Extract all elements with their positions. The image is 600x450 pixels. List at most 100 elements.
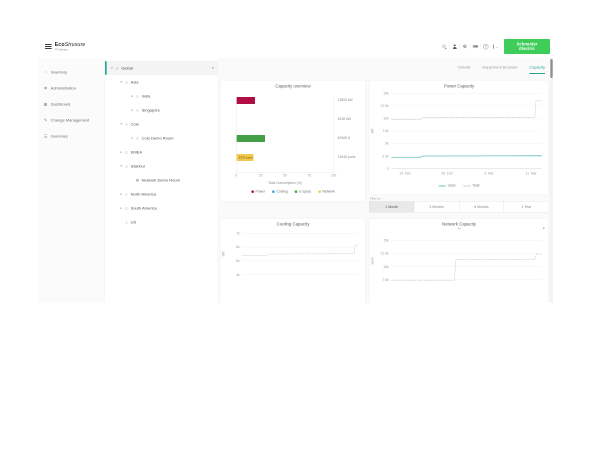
tree-item-label: US (130, 219, 137, 225)
tree-item-emea[interactable]: ▸ ⌂ EMEA (105, 145, 218, 159)
power-capacity-card: Power Capacity 15k 12.5k 10k 7.5k 5k 2.5k 0 19.… (368, 79, 549, 195)
svg-text:19. Feb: 19. Feb (399, 172, 410, 176)
svg-text:12.5k: 12.5k (381, 252, 389, 256)
schneider-electric-logo[interactable]: Schneider Electric (503, 38, 550, 54)
administration-icon: ❖ (43, 85, 48, 91)
tree-item-label: Asia (130, 79, 139, 85)
svg-text:7k: 7k (236, 231, 240, 235)
legend-item-used[interactable]: Used (438, 184, 455, 188)
user-icon[interactable] (450, 41, 460, 51)
sidebar-item-administration[interactable]: ❖ Administration (38, 80, 105, 96)
location-icon: ⌂ (125, 121, 128, 127)
tree-item-istanbul[interactable]: ▾ ⌂ Istanbul (105, 159, 218, 173)
search-icon[interactable] (439, 41, 449, 51)
chevron-down-icon[interactable]: ▾ (120, 164, 123, 168)
brand-name: EcoStruxure (55, 42, 86, 47)
svg-text:2.5k: 2.5k (382, 154, 389, 158)
legend-item-cooling[interactable]: Cooling (272, 190, 288, 193)
location-icon: ⌂ (136, 135, 139, 141)
tab-bar: Details Equipment Browser Capacity (217, 57, 545, 74)
tree-item-north-america[interactable]: ▸ ⌂ North America (105, 187, 218, 201)
chart-subtitle: All (457, 226, 461, 231)
sidebar-item-label: Dashboard (50, 101, 71, 107)
charts-area: Capacity overview 13608 kW 6136 kW 82905 U… (218, 74, 553, 303)
settings-gear-icon[interactable]: ⚙ (462, 43, 468, 49)
tree-item-network-demo-room[interactable]: ⊞ Network Demo Room (105, 173, 218, 187)
location-icon: ⌂ (125, 163, 128, 169)
sidebar-item-inventory[interactable]: ◔ Inventory (38, 64, 105, 80)
language-selector[interactable]: GB (472, 44, 479, 49)
location-icon: ⌂ (125, 219, 128, 225)
header-actions: ⚙ GB ? → Schneider Electric (439, 38, 553, 54)
filter-label: Filter by (369, 196, 381, 201)
chevron-right-icon[interactable]: ▸ (131, 94, 134, 98)
tree-item-label: Colo (130, 121, 139, 127)
tab-equipment-browser[interactable]: Equipment Browser (482, 64, 518, 70)
app-window: EcoStruxure IT Advisor ⚙ GB ? → Schneide… (37, 34, 553, 303)
bar-value-label: 2371 ports (238, 155, 253, 160)
left-sidebar: ◔ Inventory ❖ Administration ▦ Dashboard ✎ Chan… (37, 57, 105, 303)
tab-capacity[interactable]: Capacity (529, 65, 545, 74)
tree-item-colo[interactable]: ▾ ⌂ Colo (105, 117, 218, 131)
legend-item-u-space[interactable]: U space (294, 189, 312, 194)
svg-text:ports: ports (371, 257, 375, 265)
tree-item-us[interactable]: ⌂ US (105, 215, 218, 229)
legend-label: Network (322, 189, 335, 194)
filter-button-1-month[interactable]: 1 Month (368, 201, 415, 213)
ecostruxure-logo[interactable]: EcoStruxure IT Advisor (44, 42, 86, 51)
chevron-down-icon[interactable]: ▾ (120, 122, 123, 126)
tree-item-singapore[interactable]: ▸ ⌂ Singapore (105, 103, 218, 117)
tree-item-label: Network Demo Room (141, 177, 180, 183)
legend-item-network[interactable]: Network (318, 189, 335, 194)
sidebar-item-label: Change Management (50, 117, 90, 123)
x-axis-title: Total Consumption (%) (268, 181, 302, 185)
sidebar-item-change-management[interactable]: ✎ Change Management (38, 112, 105, 128)
location-icon: ⌂ (125, 79, 128, 85)
chart-title: Network Capacity (442, 221, 476, 227)
location-icon: ⌂ (125, 191, 128, 197)
capacity-label-power: 13608 kW (337, 98, 353, 102)
tree-item-asia[interactable]: ▾ ⌂ Asia (105, 75, 218, 89)
room-icon: ⊞ (135, 177, 140, 183)
legend-label: U space (298, 189, 312, 194)
sidebar-item-label: Administration (50, 85, 77, 91)
tree-item-label: South America (130, 205, 157, 211)
svg-text:10k: 10k (383, 265, 389, 269)
filter-button-3-months[interactable]: 3 Months (413, 201, 460, 213)
chevron-right-icon[interactable]: ▸ (120, 192, 123, 196)
capacity-overview-plot: 13608 kW 6136 kW 82905 U 2371 ports 13948 po… (220, 92, 365, 201)
legend-item-total[interactable]: Total (463, 184, 479, 188)
sidebar-item-dashboard[interactable]: ▦ Dashboard (38, 96, 105, 112)
legend-item-power[interactable]: Power (251, 190, 265, 193)
tree-item-menu-caret-icon[interactable]: ▾ (211, 66, 214, 70)
help-icon[interactable]: ? (482, 43, 489, 50)
svg-text:6k: 6k (236, 245, 240, 249)
tree-item-global[interactable]: ▾ ⌂ Global ▾ (104, 60, 218, 75)
filter-button-6-months[interactable]: 6 Months (458, 201, 505, 213)
chevron-right-icon[interactable]: ▸ (120, 150, 123, 154)
legend-line-sample (463, 185, 471, 187)
tab-details[interactable]: Details (458, 64, 471, 70)
schneider-line2: Electric (519, 46, 535, 51)
dashboard-icon: ▦ (43, 101, 48, 107)
genomes-icon: ☰ (43, 133, 48, 139)
chevron-right-icon[interactable]: ▸ (131, 136, 134, 140)
filter-button-1-year[interactable]: 1 Year (503, 201, 549, 213)
chevron-down-icon[interactable]: ▾ (120, 80, 123, 84)
tree-item-india[interactable]: ▸ ⌂ India (105, 89, 218, 103)
chart-menu-caret-icon[interactable]: ▾ (542, 226, 545, 231)
bar-network: 2371 ports (236, 153, 254, 161)
tree-item-south-america[interactable]: ▸ ⌂ South America (105, 201, 218, 215)
top-header: EcoStruxure IT Advisor ⚙ GB ? → Schneide… (37, 34, 553, 59)
chevron-right-icon[interactable]: ▸ (131, 108, 134, 112)
chevron-right-icon[interactable]: ▸ (120, 206, 123, 210)
chevron-down-icon[interactable]: ▾ (111, 66, 113, 70)
tree-item-label: Istanbul (130, 163, 145, 169)
tree-item-colo-demo-room[interactable]: ▸ ⌂ Colo Demo Room (105, 131, 218, 145)
scrollbar-thumb[interactable] (550, 58, 553, 78)
tree-item-label: North America (130, 191, 157, 197)
hamburger-menu-icon[interactable] (44, 43, 52, 50)
sidebar-item-genomes[interactable]: ☰ Genomes (38, 128, 105, 144)
sign-out-icon[interactable]: → (493, 44, 499, 49)
vertical-scrollbar[interactable] (549, 57, 553, 303)
